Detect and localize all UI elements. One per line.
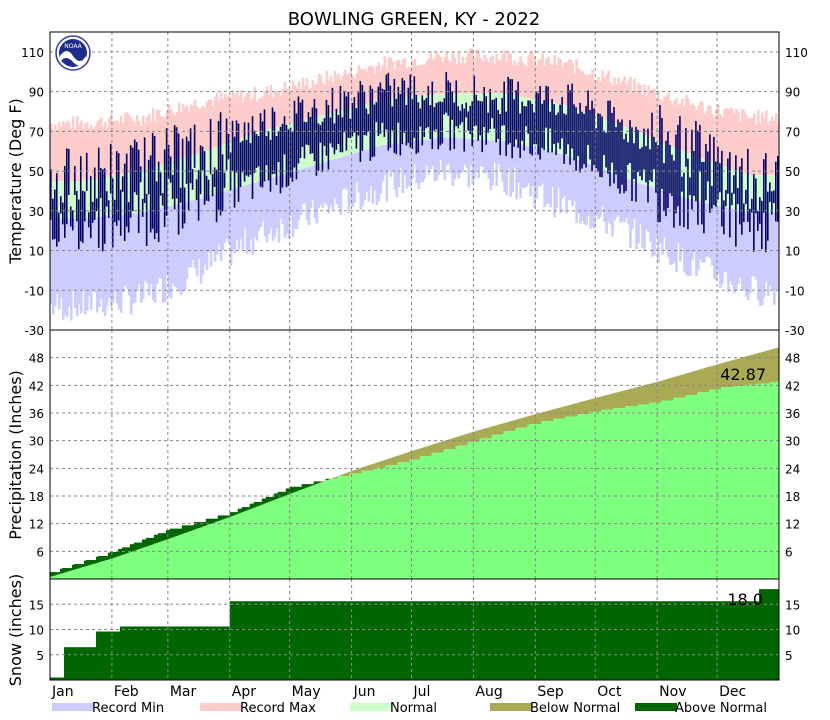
month-label: Mar xyxy=(170,684,197,700)
svg-text:10: 10 xyxy=(785,624,800,638)
svg-text:70: 70 xyxy=(29,125,44,139)
month-label: Oct xyxy=(597,684,622,700)
snow-tick-labels: 5 5 10 10 15 15 xyxy=(29,598,801,663)
snow-frame xyxy=(49,578,780,681)
svg-text:-30: -30 xyxy=(785,324,805,338)
svg-text:18: 18 xyxy=(785,490,800,504)
svg-text:30: 30 xyxy=(29,435,44,449)
precipitation-total-annotation: 42.87 xyxy=(720,365,766,384)
legend-swatch xyxy=(200,703,242,711)
chart-title: BOWLING GREEN, KY - 2022 xyxy=(288,9,540,30)
snow-areas xyxy=(50,589,780,680)
svg-text:12: 12 xyxy=(785,518,800,532)
month-label: Nov xyxy=(659,684,686,700)
legend-swatch xyxy=(490,703,532,711)
noaa-logo: NOAA xyxy=(55,35,91,71)
legend-label: Above Normal xyxy=(675,701,767,716)
svg-text:5: 5 xyxy=(785,649,793,663)
svg-text:10: 10 xyxy=(29,245,44,259)
month-label: Aug xyxy=(475,684,502,700)
svg-text:6: 6 xyxy=(36,545,44,559)
temperature-panel: -30 -30 -10 -10 10 10 30 30 50 50 70 70 90 90 110 110 T… xyxy=(6,31,808,338)
svg-text:-30: -30 xyxy=(24,324,44,338)
temperature-tick-labels: -30 -30 -10 -10 10 10 30 30 50 50 70 70 90 90 110 110 xyxy=(21,46,808,338)
svg-text:48: 48 xyxy=(29,352,44,366)
noaa-logo-text: NOAA xyxy=(64,43,82,50)
legend-swatch xyxy=(635,703,677,711)
svg-text:30: 30 xyxy=(785,205,800,219)
svg-text:30: 30 xyxy=(785,435,800,449)
month-label: Jan xyxy=(51,684,74,700)
svg-text:42: 42 xyxy=(29,379,44,393)
svg-text:110: 110 xyxy=(21,46,44,60)
svg-text:42: 42 xyxy=(785,379,800,393)
svg-text:90: 90 xyxy=(785,86,800,100)
month-label: Jul xyxy=(413,684,431,700)
snow-ylabel: Snow (inches) xyxy=(6,574,25,686)
svg-text:10: 10 xyxy=(785,245,800,259)
month-label: Jun xyxy=(353,684,376,700)
month-axis: Jan Feb Mar Apr May Jun Jul Aug Sep Oct Nov Dec xyxy=(51,684,746,700)
svg-text:70: 70 xyxy=(785,125,800,139)
legend-swatch xyxy=(350,703,392,711)
legend-label: Record Min xyxy=(92,701,164,716)
legend-label: Normal xyxy=(390,701,437,716)
svg-text:5: 5 xyxy=(36,649,44,663)
precipitation-tick-labels: 6 6 12 12 18 18 24 24 30 30 36 36 42 42 48 48 xyxy=(29,352,801,560)
temperature-grid xyxy=(50,32,779,330)
legend-swatch xyxy=(52,703,94,711)
svg-text:12: 12 xyxy=(29,518,44,532)
svg-text:36: 36 xyxy=(29,407,44,421)
precipitation-areas xyxy=(50,347,780,579)
month-label: Feb xyxy=(114,684,139,700)
precipitation-grid xyxy=(50,330,779,579)
svg-text:18: 18 xyxy=(29,490,44,504)
svg-text:-10: -10 xyxy=(785,284,805,298)
temperature-ylabel: Temperature (Deg F) xyxy=(6,98,25,265)
legend-label: Record Max xyxy=(240,701,316,716)
svg-text:36: 36 xyxy=(785,407,800,421)
svg-text:15: 15 xyxy=(785,598,800,612)
precipitation-ylabel: Precipitation (Inches) xyxy=(6,370,25,540)
svg-text:110: 110 xyxy=(785,46,808,60)
snow-panel: 5 5 10 10 15 15 Snow (inches) 18.0 xyxy=(6,574,800,686)
legend-label: Below Normal xyxy=(530,701,620,716)
month-label: May xyxy=(292,684,321,700)
svg-text:10: 10 xyxy=(29,624,44,638)
svg-text:50: 50 xyxy=(785,165,800,179)
svg-text:50: 50 xyxy=(29,165,44,179)
snow-grid xyxy=(50,579,779,680)
precipitation-panel: 6 6 12 12 18 18 24 24 30 30 36 36 42 42 48 48 Precipita… xyxy=(6,329,801,580)
month-label: Sep xyxy=(537,684,564,700)
svg-text:30: 30 xyxy=(29,205,44,219)
month-label: Dec xyxy=(719,684,746,700)
svg-text:24: 24 xyxy=(29,462,44,476)
svg-text:48: 48 xyxy=(785,352,800,366)
snow-total-annotation: 18.0 xyxy=(727,590,763,609)
legend: Record Min Record Max Normal Below Normal Ab… xyxy=(52,701,767,716)
observed-temperature-bars xyxy=(50,72,779,253)
svg-text:24: 24 xyxy=(785,462,800,476)
svg-text:-10: -10 xyxy=(24,284,44,298)
svg-text:6: 6 xyxy=(785,545,793,559)
svg-text:90: 90 xyxy=(29,86,44,100)
month-label: Apr xyxy=(232,684,256,700)
svg-text:15: 15 xyxy=(29,598,44,612)
